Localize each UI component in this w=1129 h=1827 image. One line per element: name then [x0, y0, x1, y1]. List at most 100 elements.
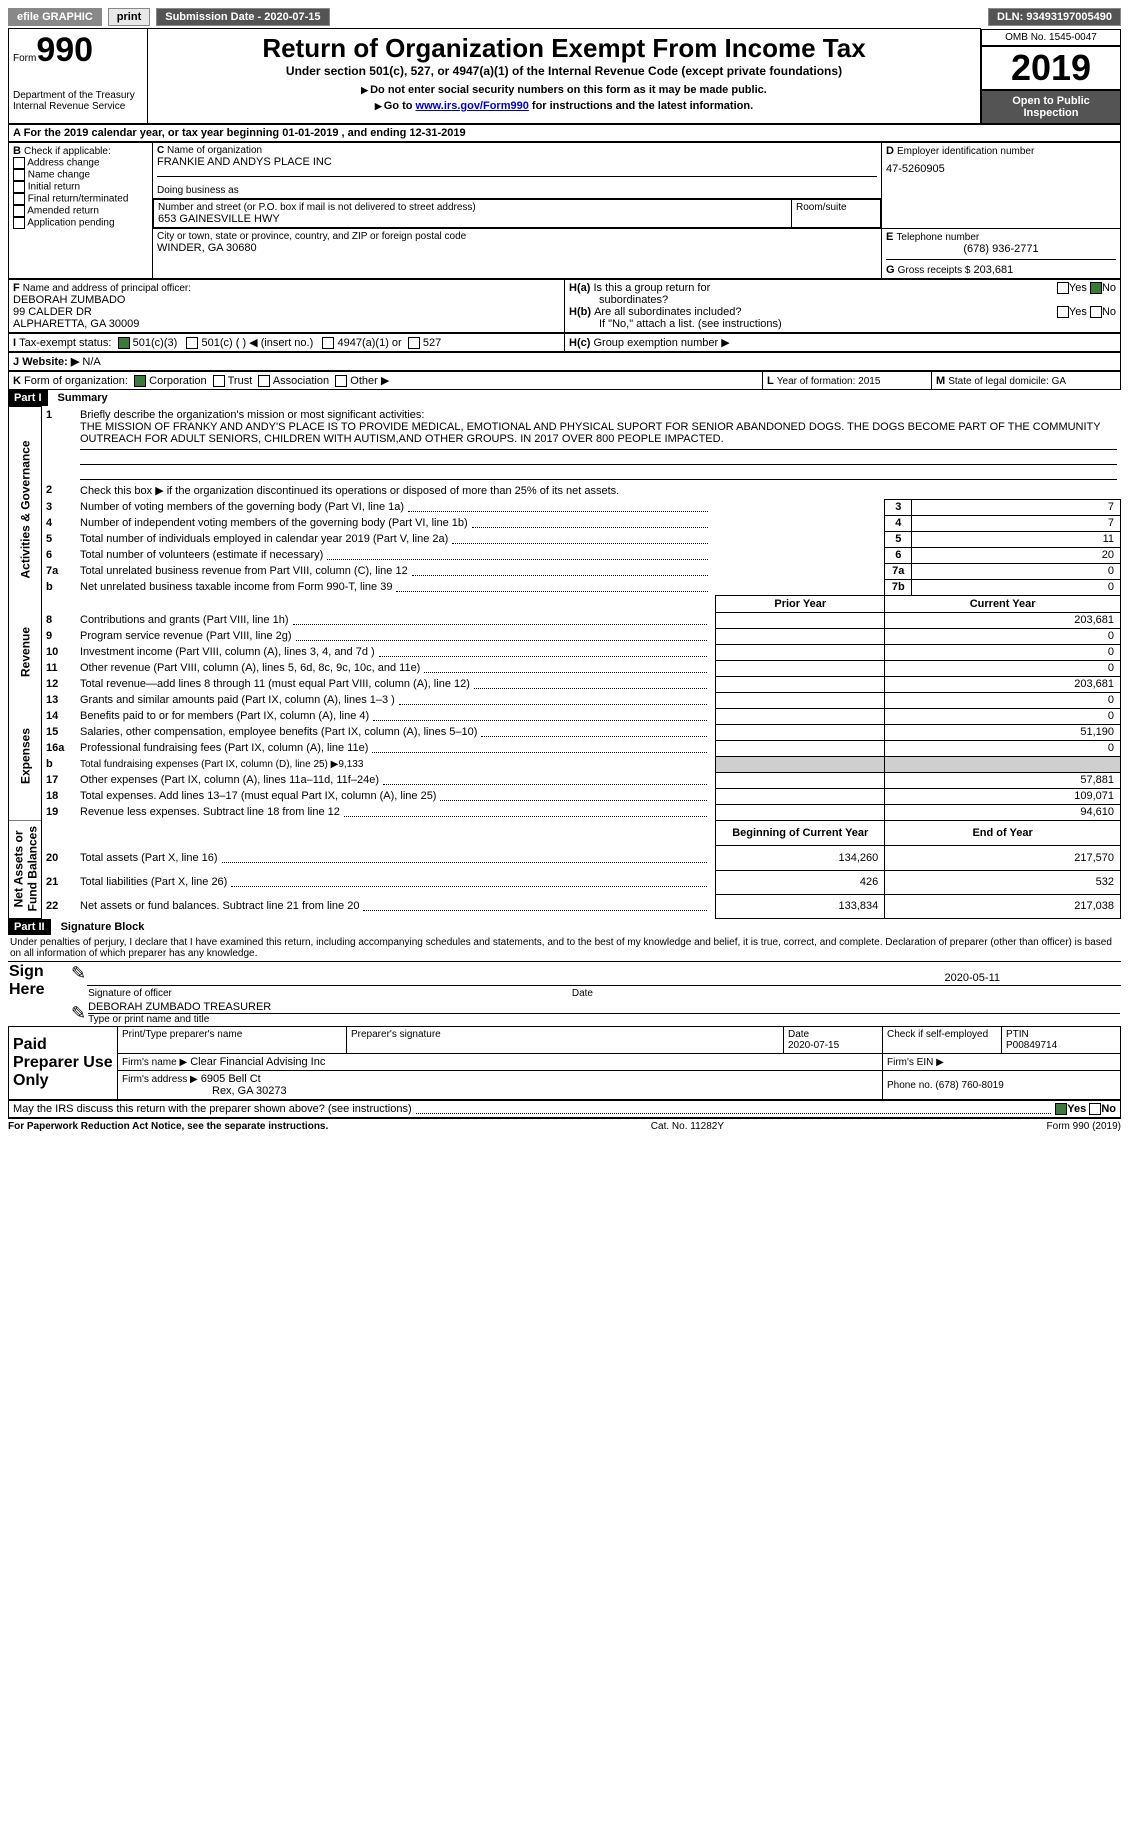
city-label: City or town, state or province, country… [157, 231, 877, 242]
dln-label: DLN: 93493197005490 [988, 8, 1121, 26]
vlabel-na: Net Assets or Fund Balances [9, 820, 42, 918]
firm-addr2: Rex, GA 30273 [212, 1085, 287, 1097]
open-label: Open to Public [1012, 95, 1090, 107]
check-self[interactable]: Check if self-employed [883, 1027, 1002, 1054]
sig-label: Signature of officer [88, 988, 172, 999]
prep-date: 2020-07-15 [788, 1040, 839, 1051]
prep-name-label: Print/Type preparer's name [118, 1027, 347, 1054]
part1-title: Summary [48, 392, 108, 404]
officer-addr2: ALPHARETTA, GA 30009 [13, 318, 139, 330]
header-grid: B Check if applicable: Address change Na… [8, 142, 1121, 279]
phone-label: Phone no. [887, 1080, 933, 1091]
firm-addr-label: Firm's address ▶ [122, 1074, 198, 1085]
form-title: Return of Organization Exempt From Incom… [152, 33, 976, 64]
b-opt-1[interactable]: Name change [13, 169, 148, 181]
top-bar: efile GRAPHIC print Submission Date - 20… [8, 8, 1121, 26]
type-label: Type or print name and title [88, 1014, 1120, 1025]
inspection-label: Inspection [1023, 107, 1078, 119]
mission: THE MISSION OF FRANKY AND ANDY'S PLACE I… [80, 421, 1100, 445]
b-opt-3[interactable]: Final return/terminated [13, 193, 148, 205]
prep-sig-label: Preparer's signature [347, 1027, 784, 1054]
form-header: Form990 Department of the Treasury Inter… [8, 28, 1121, 124]
k-l-m-row: K Form of organization: Corporation Trus… [8, 371, 1121, 390]
goto-pre: Go to [384, 100, 416, 112]
street-label: Number and street (or P.O. box if mail i… [158, 202, 787, 213]
pra-text: For Paperwork Reduction Act Notice, see … [8, 1121, 328, 1132]
g-label: Gross receipts $ [898, 265, 971, 276]
website: N/A [82, 356, 100, 368]
sign-here: Sign Here ✎ 2020-05-11 Signature of offi… [8, 962, 1121, 1026]
f-label: Name and address of principal officer: [23, 283, 191, 294]
part2-header: Part II Signature Block [8, 919, 1121, 935]
dba-label: Doing business as [157, 185, 877, 196]
gross-receipts: 203,681 [974, 264, 1014, 276]
nossn-text: Do not enter social security numbers on … [370, 84, 767, 96]
summary-row: 7aTotal unrelated business revenue from … [9, 563, 1121, 579]
l-label: Year of formation: 2015 [777, 376, 881, 387]
pen-icon: ✎ [70, 1000, 87, 1026]
officer-addr1: 99 CALDER DR [13, 306, 92, 318]
period-a: A For the 2019 calendar year, or tax yea… [8, 124, 1121, 142]
vlabel-exp: Expenses [9, 692, 42, 820]
ptin: P00849714 [1006, 1040, 1057, 1051]
current-year-hdr: Current Year [885, 595, 1121, 612]
form-number: 990 [36, 31, 93, 69]
begin-hdr: Beginning of Current Year [716, 820, 885, 846]
tax-year: 2019 [981, 46, 1121, 90]
summary-row: 4Number of independent voting members of… [9, 515, 1121, 531]
date-label: Date [572, 988, 593, 999]
sign-here-label: Sign Here [8, 962, 70, 1000]
hb-text2: If "No," attach a list. (see instruction… [599, 318, 1116, 330]
q1: Briefly describe the organization's miss… [80, 409, 424, 421]
dept-label: Department of the Treasury [13, 90, 143, 101]
print-button[interactable]: print [108, 8, 150, 26]
form-word: Form [13, 53, 36, 64]
i-j-row: I Tax-exempt status: 501(c)(3) 501(c) ( … [8, 333, 1121, 352]
submission-date: Submission Date - 2020-07-15 [156, 8, 329, 26]
cat-no: Cat. No. 11282Y [651, 1121, 724, 1132]
k-label: Form of organization: [24, 375, 128, 387]
vlabel-ag: Activities & Governance [9, 407, 42, 613]
b-opt-5[interactable]: Application pending [13, 217, 148, 229]
b-opt-4[interactable]: Amended return [13, 205, 148, 217]
ein: 47-5260905 [886, 163, 1116, 175]
m-label: State of legal domicile: GA [948, 376, 1066, 387]
prep-phone: (678) 760-8019 [935, 1080, 1003, 1091]
firm-addr1: 6905 Bell Ct [201, 1073, 261, 1085]
b-opt-2[interactable]: Initial return [13, 181, 148, 193]
officer-name-title: DEBORAH ZUMBADO TREASURER [88, 1001, 1120, 1014]
part2-title: Signature Block [51, 921, 145, 933]
paid-preparer: Paid Preparer Use Only Print/Type prepar… [8, 1026, 1121, 1100]
discuss-row: May the IRS discuss this return with the… [8, 1100, 1121, 1118]
prior-year-hdr: Prior Year [716, 595, 885, 612]
b-label: Check if applicable: [24, 146, 111, 157]
hc-text: Group exemption number ▶ [593, 337, 729, 349]
i-label: Tax-exempt status: [19, 337, 111, 349]
org-name: FRANKIE AND ANDYS PLACE INC [157, 156, 877, 168]
discuss-text: May the IRS discuss this return with the… [13, 1103, 412, 1115]
e-label: Telephone number [896, 232, 979, 243]
room-label: Room/suite [792, 200, 881, 228]
paid-label: Paid Preparer Use Only [9, 1027, 118, 1100]
q2: Check this box ▶ if the organization dis… [80, 485, 619, 497]
summary-table: Activities & Governance 1 Briefly descri… [8, 406, 1121, 919]
firm-name-label: Firm's name ▶ [122, 1057, 187, 1068]
phone: (678) 936-2771 [886, 243, 1116, 255]
j-label: Website: ▶ [22, 356, 79, 368]
sig-date: 2020-05-11 [945, 972, 1000, 984]
end-hdr: End of Year [885, 820, 1121, 846]
form-footer: Form 990 (2019) [1047, 1121, 1121, 1132]
officer-name: DEBORAH ZUMBADO [13, 294, 125, 306]
ha-text2: subordinates? [599, 294, 1116, 306]
summary-row: 6Total number of volunteers (estimate if… [9, 547, 1121, 563]
perjury-text: Under penalties of perjury, I declare th… [8, 935, 1121, 962]
omb-label: OMB No. 1545-0047 [981, 29, 1121, 46]
d-label: Employer identification number [897, 146, 1034, 157]
b-opt-0[interactable]: Address change [13, 157, 148, 169]
irs-label: Internal Revenue Service [13, 101, 143, 112]
part1-header: Part I Summary [8, 390, 1121, 406]
goto-link[interactable]: www.irs.gov/Form990 [416, 100, 529, 112]
firm-name: Clear Financial Advising Inc [190, 1056, 325, 1068]
form-subtitle: Under section 501(c), 527, or 4947(a)(1)… [152, 64, 976, 78]
street: 653 GAINESVILLE HWY [158, 213, 787, 225]
